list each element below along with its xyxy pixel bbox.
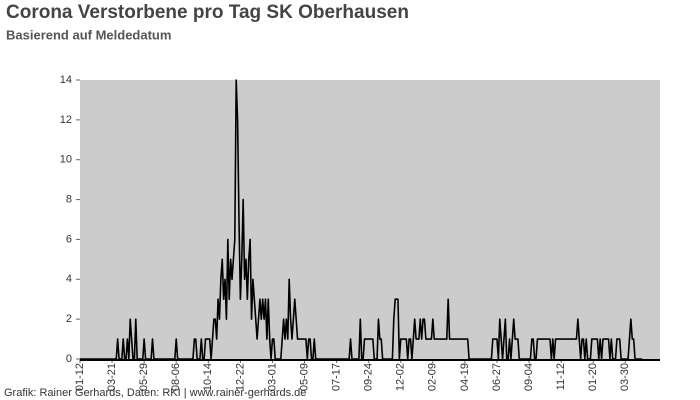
x-tick-label: 07-17 bbox=[331, 363, 343, 391]
x-tick-label: 11-12 bbox=[555, 363, 567, 390]
y-tick-label: 4 bbox=[66, 273, 72, 285]
plot-background bbox=[80, 80, 660, 359]
y-tick-label: 8 bbox=[66, 193, 72, 205]
x-tick-label: 12-22 bbox=[234, 363, 246, 391]
x-tick-label: 05-29 bbox=[138, 363, 150, 391]
x-tick-label: 09-24 bbox=[363, 363, 375, 391]
footer: Grafik: Rainer Gerhards, Daten: RKI | ww… bbox=[4, 387, 306, 399]
chart-title: Corona Verstorbene pro Tag SK Oberhausen bbox=[6, 2, 409, 23]
x-tick-label: 01-12 bbox=[74, 363, 86, 391]
x-tick-label: 04-19 bbox=[459, 363, 471, 391]
chart-subtitle: Basierend auf Meldedatum bbox=[6, 27, 171, 42]
x-tick-label: 10-14 bbox=[202, 363, 214, 391]
x-tick-label: 08-06 bbox=[170, 363, 182, 391]
x-tick-label: 05-09 bbox=[298, 363, 310, 391]
x-tick-label: 06-27 bbox=[491, 363, 503, 391]
y-tick-label: 10 bbox=[60, 154, 72, 166]
x-tick-label: 03-01 bbox=[266, 363, 278, 391]
x-tick-label: 01-20 bbox=[587, 363, 599, 391]
x-tick-label: 02-09 bbox=[427, 363, 439, 391]
y-tick-label: 0 bbox=[66, 353, 72, 365]
y-tick-label: 14 bbox=[60, 74, 72, 86]
x-tick-label: 09-04 bbox=[523, 363, 535, 391]
y-tick-label: 12 bbox=[60, 114, 72, 126]
y-tick-label: 2 bbox=[66, 313, 72, 325]
x-tick-label: 03-30 bbox=[619, 363, 631, 391]
x-tick-label: 03-21 bbox=[106, 363, 118, 391]
x-tick-label: 12-02 bbox=[395, 363, 407, 391]
y-tick-label: 6 bbox=[66, 233, 72, 245]
